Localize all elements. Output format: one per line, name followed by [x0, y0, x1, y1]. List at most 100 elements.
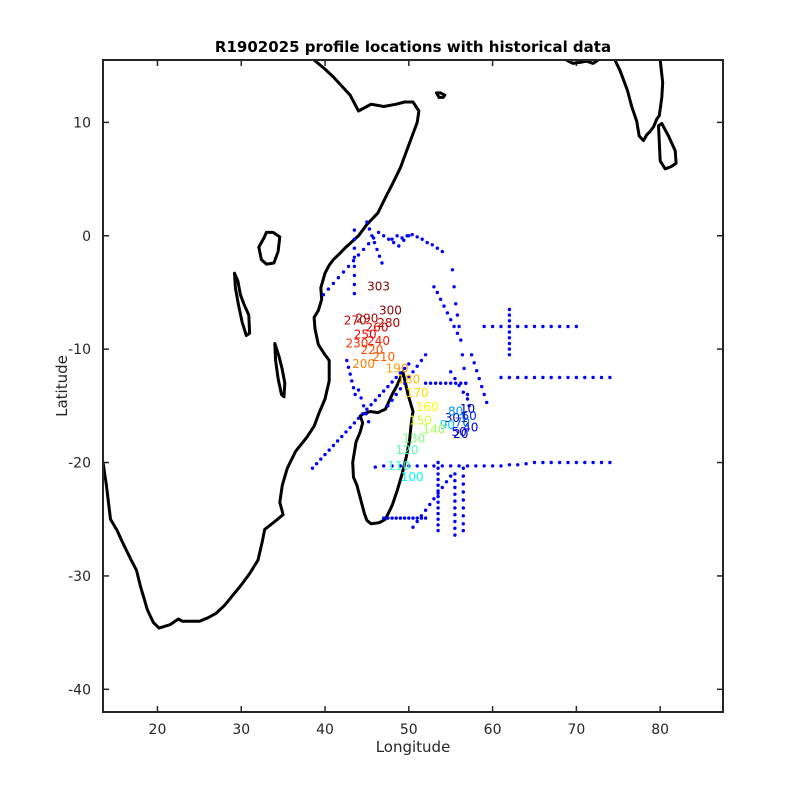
- historical-point: [482, 464, 486, 468]
- historical-point: [335, 439, 340, 443]
- profile-label: 220: [360, 343, 383, 357]
- historical-point: [460, 353, 465, 357]
- historical-point: [457, 464, 461, 468]
- profile-label: 50: [451, 425, 466, 439]
- historical-point: [462, 366, 466, 371]
- coastline-lake-tanganyika: [233, 271, 252, 337]
- historical-point: [382, 389, 386, 393]
- historical-point: [402, 366, 407, 371]
- historical-point: [599, 375, 604, 380]
- historical-point: [410, 232, 414, 237]
- historical-point: [452, 324, 456, 329]
- profile-label: 80: [448, 404, 463, 418]
- historical-point: [480, 384, 484, 389]
- historical-point: [352, 255, 357, 259]
- historical-point: [461, 466, 465, 470]
- historical-point: [541, 324, 545, 329]
- x-tick-label: 30: [232, 722, 250, 738]
- historical-point: [436, 500, 440, 504]
- historical-point: [442, 304, 446, 308]
- historical-point: [507, 463, 512, 467]
- y-tick-label: 10: [73, 115, 91, 131]
- historical-point: [310, 466, 315, 470]
- historical-point: [454, 302, 458, 306]
- historical-point: [321, 293, 326, 297]
- historical-point: [373, 398, 377, 402]
- historical-point: [375, 247, 379, 252]
- historical-point: [461, 514, 465, 518]
- historical-point: [323, 452, 327, 457]
- profile-label: 110: [387, 459, 410, 473]
- historical-point: [390, 516, 394, 520]
- historical-point: [453, 479, 457, 483]
- profile-label: 10: [460, 402, 475, 416]
- historical-point: [390, 464, 394, 468]
- historical-point: [490, 324, 495, 329]
- historical-point: [608, 460, 612, 465]
- historical-point: [438, 381, 443, 385]
- historical-point: [574, 324, 579, 329]
- profile-label: 260: [366, 321, 389, 335]
- historical-point: [364, 412, 368, 416]
- historical-point: [411, 370, 415, 374]
- historical-point: [407, 516, 411, 520]
- historical-point: [566, 375, 570, 380]
- profile-label: 190: [386, 361, 409, 375]
- historical-point: [566, 460, 570, 465]
- historical-point: [516, 324, 520, 329]
- historical-point: [382, 234, 386, 238]
- historical-point: [423, 353, 428, 357]
- historical-point: [507, 336, 512, 340]
- profile-label: 240: [367, 334, 390, 348]
- historical-point: [549, 375, 553, 380]
- historical-point: [507, 353, 512, 357]
- historical-point: [361, 247, 366, 252]
- historical-point: [499, 464, 503, 468]
- historical-point: [449, 381, 453, 385]
- historical-point: [461, 482, 465, 486]
- historical-point: [449, 474, 453, 478]
- historical-point: [482, 324, 486, 329]
- historical-point: [369, 403, 373, 407]
- historical-point: [455, 331, 460, 335]
- historical-point: [352, 291, 357, 296]
- profile-label: 140: [422, 423, 445, 437]
- historical-point: [432, 497, 436, 501]
- profile-label: 20: [453, 427, 468, 441]
- historical-point: [428, 381, 433, 385]
- historical-point: [474, 464, 478, 468]
- historical-point: [461, 490, 465, 494]
- historical-point: [419, 358, 424, 363]
- profile-label: 30: [445, 411, 460, 425]
- historical-point: [352, 246, 357, 250]
- historical-point: [407, 464, 411, 468]
- historical-point: [367, 227, 372, 231]
- profile-label: 120: [396, 443, 419, 457]
- historical-point: [453, 506, 457, 510]
- chart-title: R1902025 profile locations with historic…: [215, 38, 611, 56]
- historical-point: [524, 324, 528, 329]
- historical-point: [436, 528, 440, 533]
- historical-point: [453, 472, 457, 476]
- historical-point: [415, 464, 419, 468]
- historical-point: [350, 379, 354, 383]
- historical-point: [516, 463, 520, 467]
- historical-point: [319, 457, 323, 461]
- profile-locations: 1102030405060708090100110120130140150160…: [344, 280, 479, 485]
- historical-point: [352, 228, 357, 232]
- historical-point: [524, 375, 528, 380]
- profile-label: 160: [416, 400, 439, 414]
- historical-point: [415, 519, 419, 524]
- historical-point: [591, 375, 595, 380]
- historical-point: [361, 404, 366, 408]
- historical-point: [435, 290, 439, 295]
- historical-point: [453, 526, 457, 530]
- historical-point: [532, 375, 537, 380]
- historical-point: [356, 388, 361, 392]
- historical-point: [359, 396, 363, 400]
- historical-point: [402, 516, 407, 520]
- profile-label: 150: [409, 414, 432, 428]
- profile-label: 250: [354, 327, 377, 341]
- historical-point: [507, 375, 512, 380]
